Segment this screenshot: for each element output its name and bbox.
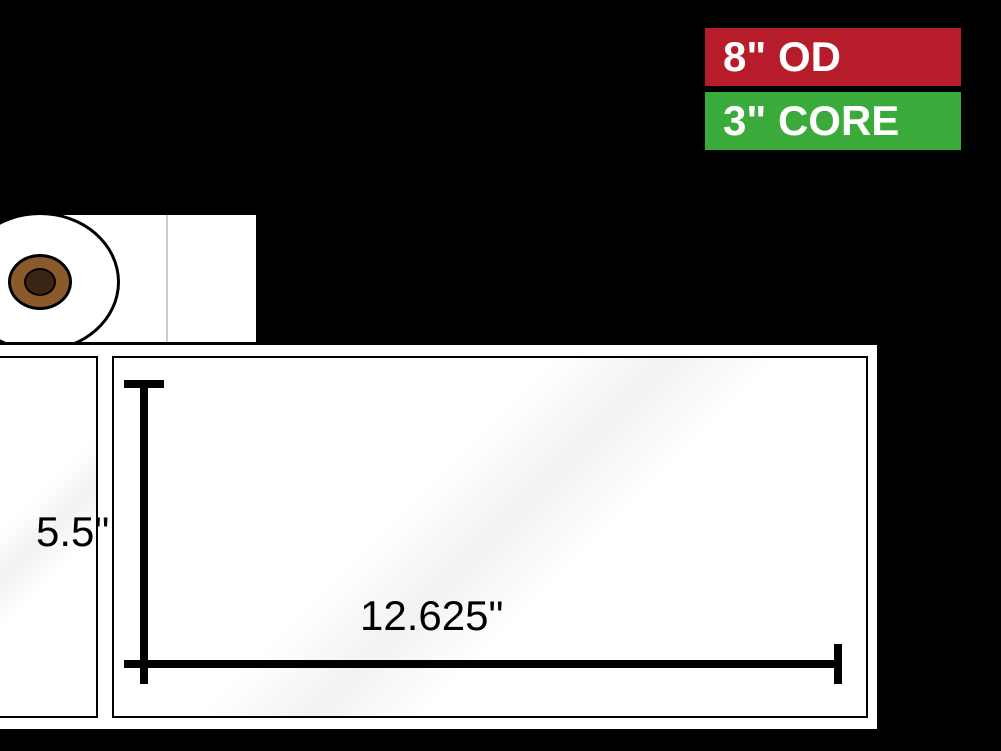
core-badge: 3" CORE <box>705 92 961 150</box>
roll-core-inner <box>24 268 56 296</box>
core-badge-text: 3" CORE <box>723 97 899 144</box>
width-dim-cap-left <box>140 644 148 684</box>
height-dim-cap-top <box>124 380 164 388</box>
od-badge-text: 8" OD <box>723 33 841 80</box>
od-badge: 8" OD <box>705 28 961 86</box>
width-dim-cap-right <box>834 644 842 684</box>
width-dim-line <box>140 660 842 668</box>
width-dim-text: 12.625" <box>360 592 503 640</box>
height-dim-text: 5.5" <box>36 508 109 556</box>
height-dim-line <box>140 380 148 668</box>
